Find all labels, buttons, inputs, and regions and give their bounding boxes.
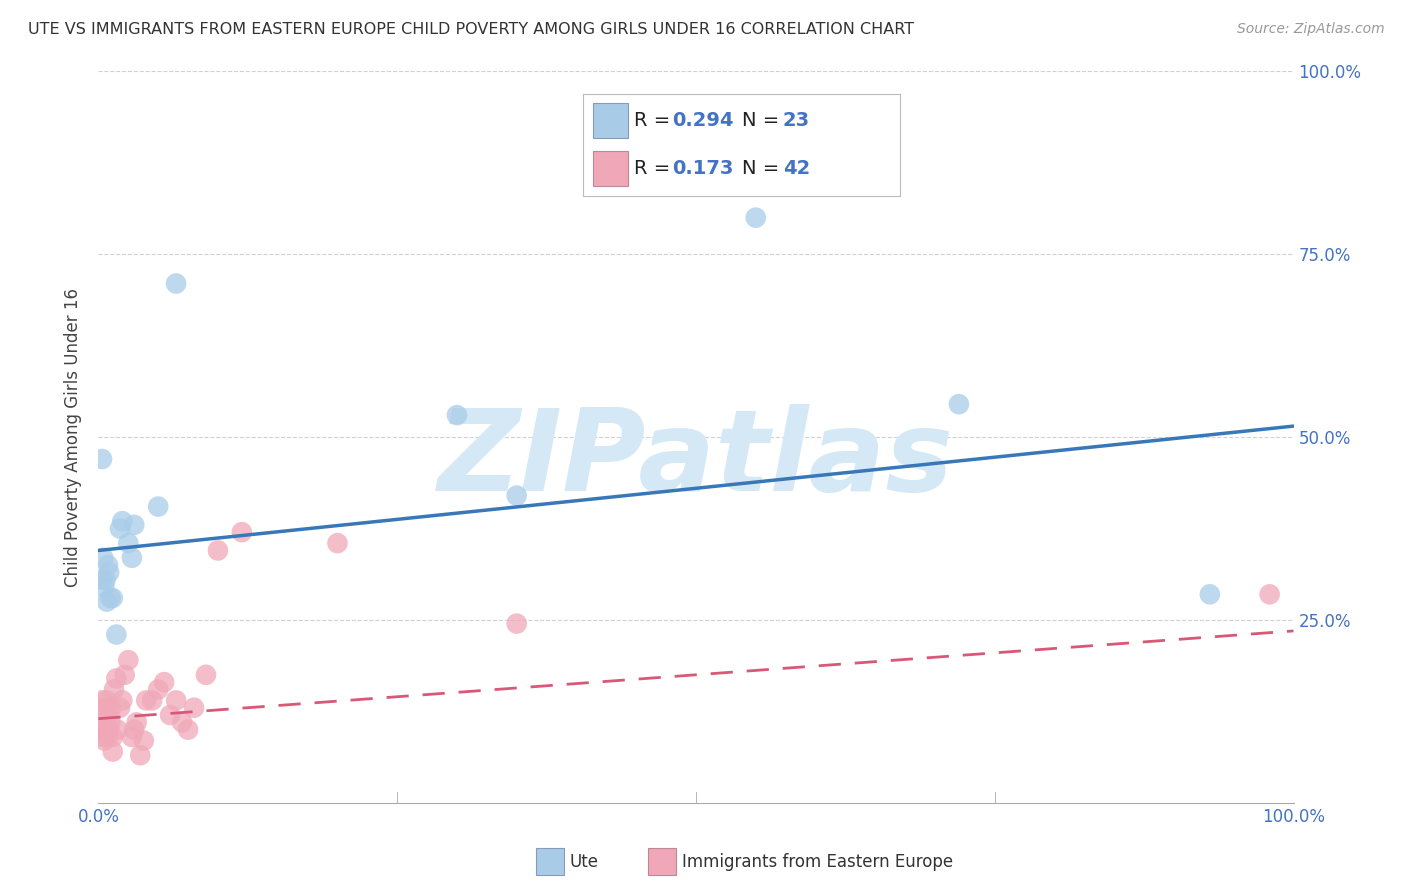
Y-axis label: Child Poverty Among Girls Under 16: Child Poverty Among Girls Under 16 [65, 287, 83, 587]
Point [183, 700, 205, 714]
Text: R =: R = [634, 159, 676, 178]
Point [177, 723, 200, 737]
Text: 0.173: 0.173 [672, 159, 734, 178]
Point [91, 550, 114, 565]
Point [105, 672, 128, 686]
Point [207, 543, 229, 558]
Text: N =: N = [742, 159, 785, 178]
Point [446, 408, 468, 422]
Point [97, 730, 120, 744]
Point [148, 682, 170, 697]
Text: Immigrants from Eastern Europe: Immigrants from Eastern Europe [682, 853, 953, 871]
Point [1198, 587, 1220, 601]
Point [114, 667, 136, 681]
Point [93, 580, 115, 594]
Point [98, 723, 121, 737]
Text: 0.294: 0.294 [672, 111, 734, 130]
Point [105, 627, 128, 641]
Point [135, 693, 157, 707]
Point [159, 708, 181, 723]
Point [125, 715, 148, 730]
Text: UTE VS IMMIGRANTS FROM EASTERN EUROPE CHILD POVERTY AMONG GIRLS UNDER 16 CORRELA: UTE VS IMMIGRANTS FROM EASTERN EUROPE CH… [28, 22, 914, 37]
Point [141, 693, 163, 707]
Point [124, 517, 146, 532]
Point [506, 489, 529, 503]
Point [121, 730, 143, 744]
Text: Source: ZipAtlas.com: Source: ZipAtlas.com [1237, 22, 1385, 37]
Point [165, 277, 187, 291]
Point [108, 521, 131, 535]
Point [111, 514, 134, 528]
Point [326, 536, 349, 550]
Point [506, 616, 529, 631]
Point [745, 211, 768, 225]
Point [101, 591, 124, 605]
Point [90, 723, 112, 737]
Point [172, 715, 194, 730]
Point [89, 712, 111, 726]
Bar [593, 103, 627, 137]
Point [94, 700, 117, 714]
Point [117, 653, 139, 667]
Point [101, 745, 124, 759]
Point [124, 723, 146, 737]
Point [100, 700, 122, 714]
Point [93, 733, 115, 747]
Point [111, 693, 134, 707]
Bar [648, 848, 676, 875]
Point [98, 591, 122, 605]
Point [91, 693, 114, 707]
Text: 23: 23 [783, 111, 810, 130]
Point [108, 700, 131, 714]
Point [148, 500, 170, 514]
Point [96, 693, 118, 707]
Point [129, 748, 152, 763]
Point [121, 550, 143, 565]
Point [97, 558, 120, 573]
Point [165, 693, 187, 707]
Point [96, 594, 118, 608]
Point [948, 397, 970, 411]
Point [91, 452, 114, 467]
Point [97, 708, 120, 723]
Point [132, 733, 155, 747]
Bar [536, 848, 564, 875]
Point [94, 573, 117, 587]
Point [91, 730, 114, 744]
Point [93, 723, 115, 737]
Point [107, 723, 129, 737]
Point [194, 667, 218, 681]
Text: 42: 42 [783, 159, 810, 178]
Point [98, 566, 121, 580]
Point [153, 675, 176, 690]
Text: Ute: Ute [569, 853, 599, 871]
Point [1258, 587, 1281, 601]
Text: N =: N = [742, 111, 785, 130]
Bar [593, 151, 627, 186]
Point [98, 715, 122, 730]
Point [231, 525, 253, 540]
Point [103, 682, 125, 697]
Point [91, 573, 114, 587]
Point [117, 536, 139, 550]
Text: R =: R = [634, 111, 676, 130]
Text: ZIPatlas: ZIPatlas [437, 403, 955, 515]
Point [101, 730, 124, 744]
